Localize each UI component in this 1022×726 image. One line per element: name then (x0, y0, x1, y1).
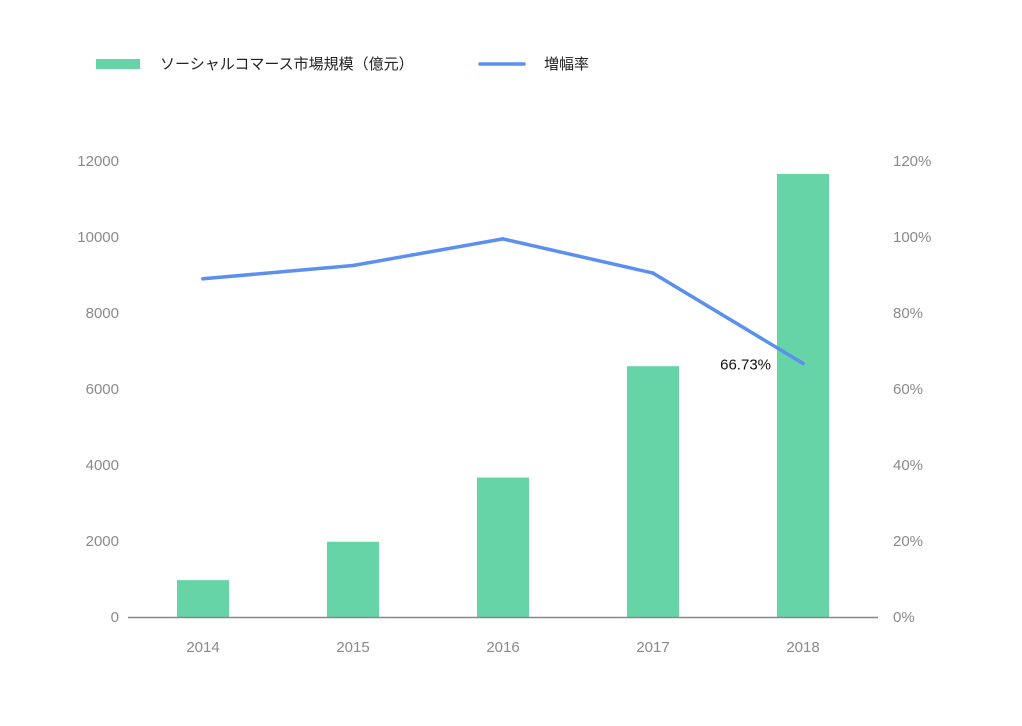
y-right-tick-label: 60% (893, 381, 923, 398)
y-left-tick-label: 6000 (86, 381, 119, 398)
growth-rate-point (801, 361, 805, 366)
y-left-tick-label: 12000 (77, 153, 119, 170)
y-right-tick-label: 80% (893, 305, 923, 322)
y-right-tick-label: 0% (893, 609, 915, 626)
x-tick-label: 2017 (636, 639, 669, 656)
x-tick-label: 2018 (786, 639, 819, 656)
growth-rate-point (651, 271, 655, 275)
x-tick-label: 2016 (486, 639, 519, 656)
bar (177, 580, 229, 617)
bar (477, 477, 529, 617)
y-right-tick-label: 40% (893, 457, 923, 474)
y-left-tick-label: 2000 (86, 533, 119, 550)
y-right-tick-label: 20% (893, 533, 923, 550)
y-right-tick-label: 120% (893, 153, 931, 170)
y-right-tick-label: 100% (893, 229, 931, 246)
legend-label-line: 増幅率 (544, 55, 589, 73)
x-tick-label: 2014 (186, 639, 219, 656)
growth-rate-point (351, 263, 355, 268)
growth-rate-point (201, 277, 205, 281)
bar (327, 541, 379, 617)
legend-label-bar: ソーシャルコマース市場規模（億元） (160, 55, 414, 73)
y-left-tick-label: 0 (111, 609, 119, 626)
bar (627, 366, 679, 617)
data-label: 66.73% (720, 356, 771, 373)
y-left-tick-label: 4000 (86, 457, 119, 474)
y-left-tick-label: 8000 (86, 305, 119, 322)
legend-swatch-bar (96, 59, 140, 69)
growth-rate-line (201, 237, 805, 366)
bar (777, 173, 829, 618)
y-left-tick-label: 10000 (77, 229, 119, 246)
growth-rate-point (501, 237, 505, 241)
x-tick-label: 2015 (336, 639, 369, 656)
